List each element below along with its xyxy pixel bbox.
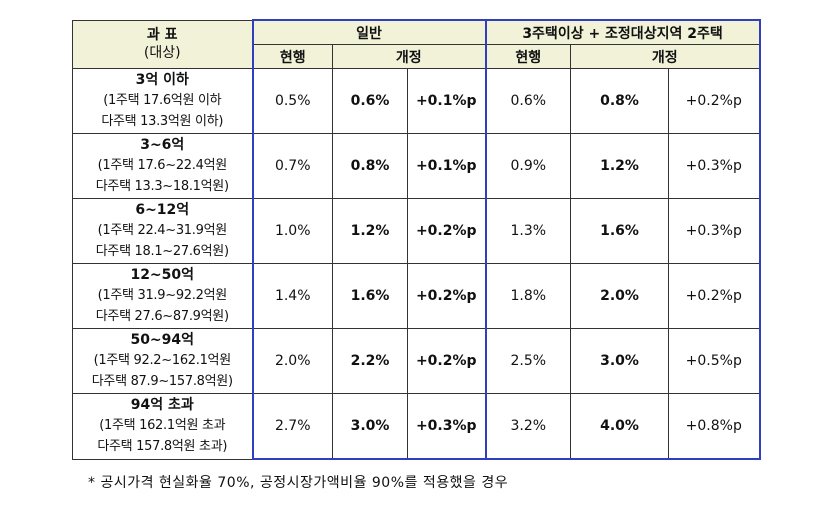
segment-line-2: 다주택 18.1~27.6억원) <box>95 243 229 259</box>
segment-cell: 3~6억 (1주택 17.6~22.4억원 다주택 13.3~18.1억원) <box>72 133 253 199</box>
multi-rate-change: +0.2%p <box>668 263 761 329</box>
segment-line-1: (1주택 92.2~162.1억원 <box>93 352 232 368</box>
general-current-rate: 1.4% <box>251 263 333 329</box>
table-row: 3~6억 (1주택 17.6~22.4억원 다주택 13.3~18.1억원) 0… <box>72 133 761 199</box>
multi-current-rate: 0.9% <box>484 133 572 199</box>
segment-line-2: 다주택 157.8억원 초과) <box>97 438 228 454</box>
table-row: 12~50억 (1주택 31.9~92.2억원 다주택 27.6~87.9억원)… <box>72 263 761 329</box>
segment-line-2: 다주택 27.6~87.9억원) <box>95 308 229 324</box>
multi-current-rate: 1.3% <box>484 198 572 264</box>
segment-title: 12~50억 <box>130 266 195 283</box>
general-current-header: 현행 <box>251 44 333 69</box>
general-revised-rate: 3.0% <box>332 393 408 460</box>
table-row: 50~94억 (1주택 92.2~162.1억원 다주택 87.9~157.8억… <box>72 328 761 394</box>
segment-cell: 12~50억 (1주택 31.9~92.2억원 다주택 27.6~87.9억원) <box>72 263 253 329</box>
table-row: 3억 이하 (1주택 17.6억원 이하 다주택 13.3억원 이하) 0.5%… <box>72 68 761 134</box>
multi-revised-header: 개정 <box>570 44 761 69</box>
general-rate-change: +0.2%p <box>406 263 487 329</box>
general-rate-change: +0.1%p <box>406 133 487 199</box>
segment-title: 3~6억 <box>140 136 185 153</box>
general-revised-rate: 0.6% <box>332 68 408 134</box>
general-revised-rate: 1.6% <box>332 263 408 329</box>
tax-rate-table: 과 표 (대상) 일반 3주택이상 + 조정대상지역 2주택 현행 개정 현행 … <box>72 19 761 460</box>
subject-title: 과 표 <box>146 27 178 44</box>
multi-revised-rate: 3.0% <box>570 328 670 394</box>
general-revised-rate: 1.2% <box>332 198 408 264</box>
tax-rate-table-container: 과 표 (대상) 일반 3주택이상 + 조정대상지역 2주택 현행 개정 현행 … <box>72 19 761 460</box>
general-current-rate: 2.7% <box>251 393 333 460</box>
multi-rate-change: +0.2%p <box>668 68 761 134</box>
segment-line-1: (1주택 31.9~92.2억원 <box>97 287 228 303</box>
table-row: 94억 초과 (1주택 162.1억원 초과 다주택 157.8억원 초과) 2… <box>72 393 761 460</box>
general-rate-change: +0.1%p <box>406 68 487 134</box>
multi-current-header: 현행 <box>484 44 572 69</box>
segment-line-1: (1주택 17.6억원 이하 <box>103 92 222 108</box>
segment-line-1: (1주택 162.1억원 초과 <box>99 417 226 433</box>
general-group-header: 일반 <box>251 19 487 45</box>
general-current-rate: 0.7% <box>251 133 333 199</box>
multi-current-rate: 2.5% <box>484 328 572 394</box>
multi-rate-change: +0.3%p <box>668 198 761 264</box>
segment-line-2: 다주택 13.3~18.1억원) <box>95 178 229 194</box>
general-rate-change: +0.2%p <box>406 198 487 264</box>
segment-cell: 94억 초과 (1주택 162.1억원 초과 다주택 157.8억원 초과) <box>72 393 253 460</box>
segment-line-2: 다주택 13.3억원 이하) <box>101 113 224 129</box>
header-row-2: 현행 개정 현행 개정 <box>73 44 761 69</box>
segment-title: 50~94억 <box>130 331 195 348</box>
multi-revised-rate: 2.0% <box>570 263 670 329</box>
segment-cell: 6~12억 (1주택 22.4~31.9억원 다주택 18.1~27.6억원) <box>72 198 253 264</box>
multi-revised-rate: 4.0% <box>570 393 670 460</box>
table-row: 6~12억 (1주택 22.4~31.9억원 다주택 18.1~27.6억원) … <box>72 198 761 264</box>
multi-group-header: 3주택이상 + 조정대상지역 2주택 <box>484 19 761 45</box>
multi-revised-rate: 1.6% <box>570 198 670 264</box>
segment-line-1: (1주택 22.4~31.9억원 <box>97 222 228 238</box>
general-rate-change: +0.3%p <box>406 393 487 460</box>
general-current-rate: 0.5% <box>251 68 333 134</box>
general-revised-header: 개정 <box>331 44 487 69</box>
subject-subtitle: (대상) <box>143 45 181 62</box>
multi-rate-change: +0.3%p <box>668 133 761 199</box>
subject-header: 과 표 (대상) <box>72 19 253 69</box>
general-rate-change: +0.2%p <box>406 328 487 394</box>
footnote: * 공시가격 현실화율 70%, 공정시장가액비율 90%를 적용했을 경우 <box>88 475 509 491</box>
multi-revised-rate: 1.2% <box>570 133 670 199</box>
general-current-rate: 1.0% <box>251 198 333 264</box>
multi-current-rate: 0.6% <box>484 68 572 134</box>
multi-rate-change: +0.8%p <box>668 393 761 460</box>
segment-title: 94억 초과 <box>130 396 194 413</box>
segment-title: 3억 이하 <box>135 71 189 88</box>
segment-cell: 50~94억 (1주택 92.2~162.1억원 다주택 87.9~157.8억… <box>72 328 253 394</box>
multi-rate-change: +0.5%p <box>668 328 761 394</box>
segment-line-2: 다주택 87.9~157.8억원) <box>91 373 233 389</box>
segment-title: 6~12억 <box>135 201 190 218</box>
segment-cell: 3억 이하 (1주택 17.6억원 이하 다주택 13.3억원 이하) <box>72 68 253 134</box>
segment-line-1: (1주택 17.6~22.4억원 <box>97 157 228 173</box>
header-row-1: 과 표 (대상) 일반 3주택이상 + 조정대상지역 2주택 <box>72 19 761 69</box>
general-revised-rate: 0.8% <box>332 133 408 199</box>
multi-revised-rate: 0.8% <box>570 68 670 134</box>
general-revised-rate: 2.2% <box>332 328 408 394</box>
general-current-rate: 2.0% <box>251 328 333 394</box>
multi-current-rate: 1.8% <box>484 263 572 329</box>
multi-current-rate: 3.2% <box>484 393 572 460</box>
